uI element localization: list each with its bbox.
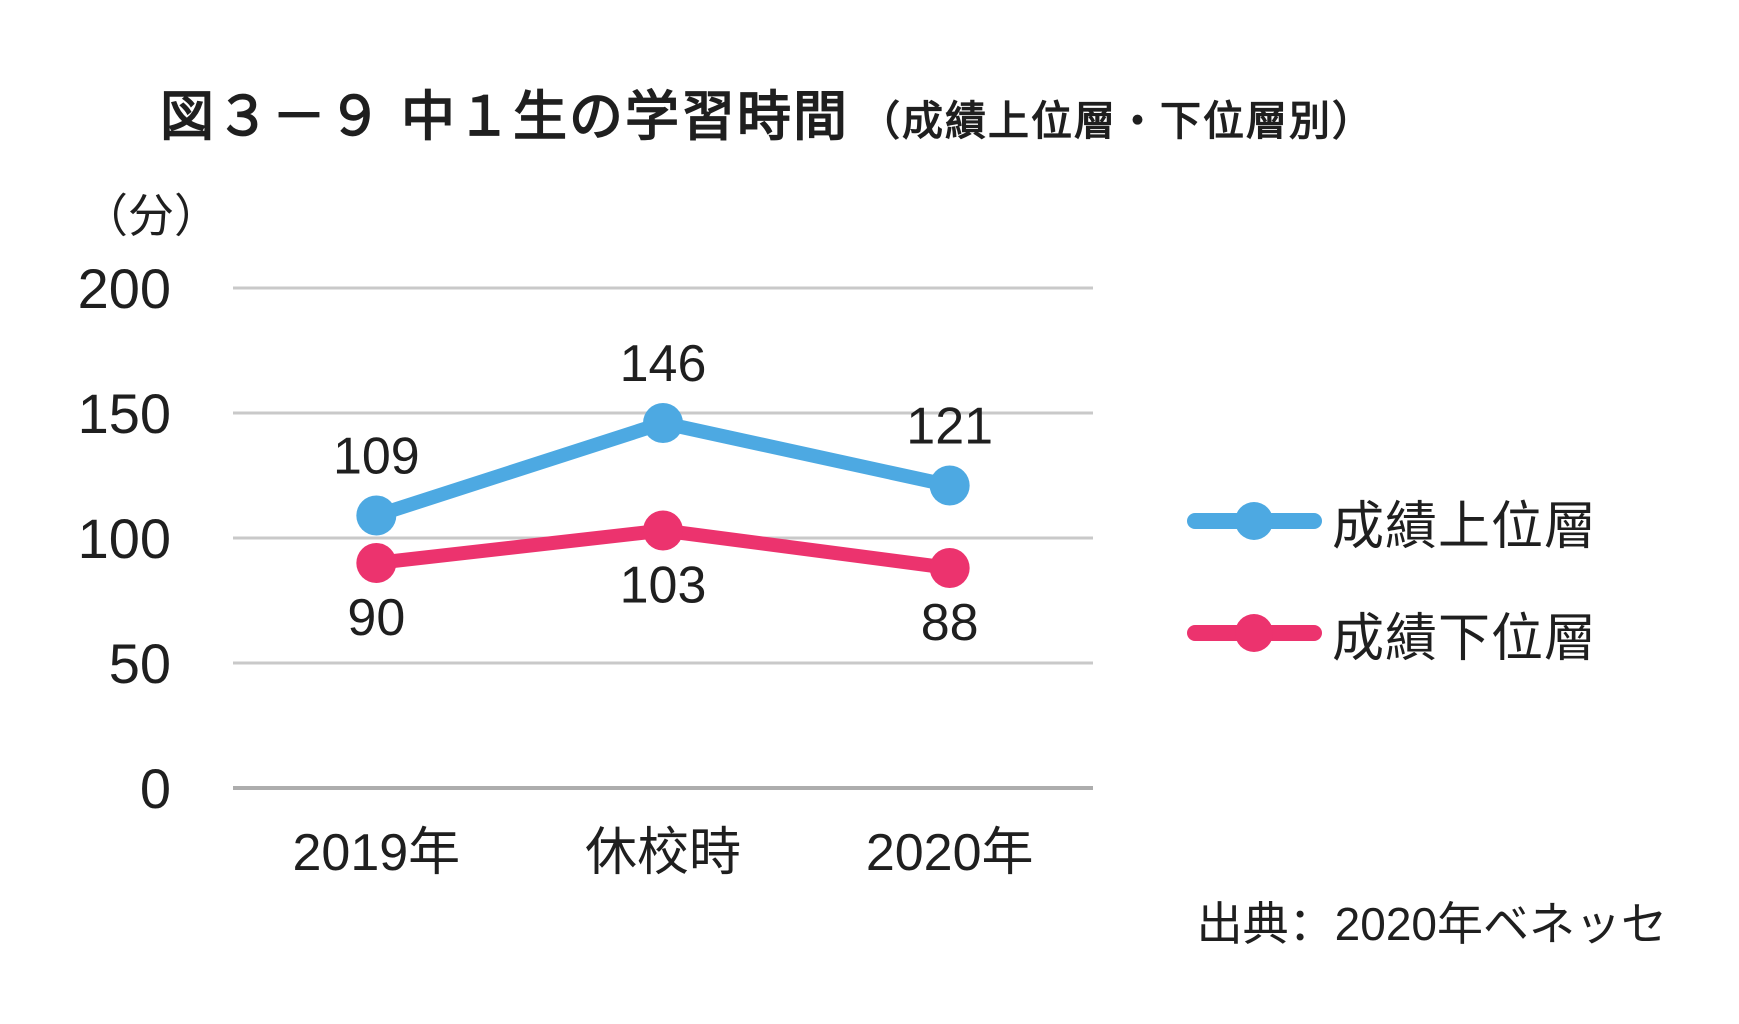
legend-swatch-upper-icon bbox=[1187, 491, 1322, 551]
data-point-marker bbox=[929, 548, 970, 588]
x-category-label: 休校時 bbox=[585, 824, 741, 882]
y-tick-label: 150 bbox=[78, 382, 171, 445]
legend-label-lower-group: 成績下位層 bbox=[1332, 609, 1598, 668]
legend-item-upper-group: 成績上位層 bbox=[1187, 491, 1597, 556]
x-category-label: 2019年 bbox=[292, 824, 460, 882]
y-tick-label: 200 bbox=[78, 257, 171, 320]
legend: 成績上位層 成績下位層 bbox=[1187, 491, 1597, 668]
data-point-label: 88 bbox=[921, 594, 979, 652]
data-point-label: 90 bbox=[347, 589, 405, 647]
legend-item-lower-group: 成績下位層 bbox=[1187, 603, 1597, 668]
y-tick-label: 50 bbox=[109, 632, 171, 695]
data-point-label: 109 bbox=[333, 428, 420, 486]
legend-dot-icon bbox=[1235, 502, 1273, 540]
legend-dot-icon bbox=[1235, 614, 1273, 652]
data-point-label: 103 bbox=[620, 557, 707, 615]
data-point-marker bbox=[929, 465, 970, 506]
data-point-marker bbox=[643, 403, 683, 443]
y-tick-label: 100 bbox=[78, 507, 171, 570]
data-point-marker bbox=[356, 495, 397, 536]
source-note: 出典：2020年ベネッセ bbox=[1196, 898, 1667, 950]
legend-swatch-lower-icon bbox=[1187, 603, 1322, 663]
chart-title-sub: （成績上位層・下位層別） bbox=[859, 98, 1376, 144]
chart-title: 図３－９ 中１生の学習時間 （成績上位層・下位層別） bbox=[160, 72, 1375, 151]
data-point-label: 146 bbox=[620, 335, 707, 393]
chart-title-main: 図３－９ 中１生の学習時間 bbox=[160, 87, 850, 147]
y-tick-label: 0 bbox=[140, 757, 171, 820]
legend-label-upper-group: 成績上位層 bbox=[1332, 497, 1598, 556]
data-point-marker bbox=[643, 510, 683, 551]
x-category-label: 2020年 bbox=[866, 824, 1034, 882]
data-point-marker bbox=[356, 543, 397, 583]
y-axis-unit-label: （分） bbox=[82, 190, 220, 242]
data-point-label: 121 bbox=[906, 398, 993, 456]
